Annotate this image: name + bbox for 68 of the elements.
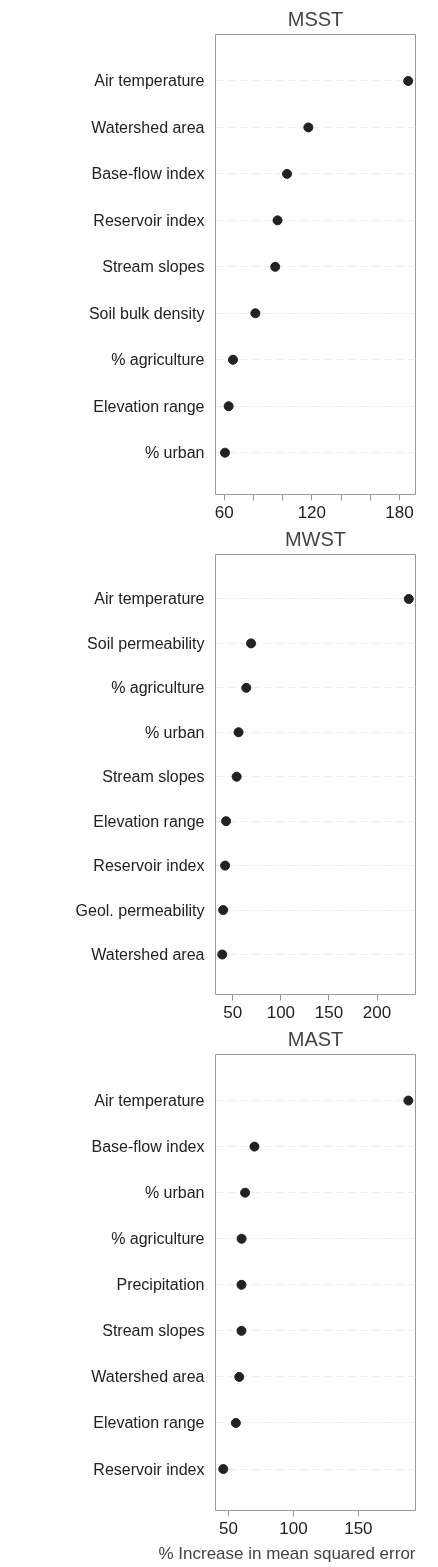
point [228, 354, 239, 365]
y-tick-label: Geol. permeability [75, 901, 205, 919]
point [403, 75, 414, 86]
y-tick-label: Precipitation [116, 1276, 205, 1294]
x-tick-label: 60 [214, 502, 234, 522]
y-tick-label: Watershed area [91, 118, 205, 136]
point [403, 1095, 414, 1106]
point [249, 1141, 260, 1152]
y-tick-label: Watershed area [91, 946, 205, 963]
chart-title: MSST [287, 7, 344, 30]
point [270, 261, 281, 272]
y-tick-label: Elevation range [93, 812, 205, 830]
y-tick-label: % agriculture [111, 1230, 205, 1248]
x-tick-label: 180 [385, 502, 414, 522]
point [220, 860, 231, 871]
y-tick-label: Stream slopes [102, 1322, 205, 1340]
y-tick-label: % urban [144, 723, 205, 741]
point [236, 1325, 247, 1336]
y-tick-label: Reservoir index [93, 1460, 205, 1478]
x-tick-label: 150 [344, 1518, 373, 1538]
x-tick-label: 100 [266, 1002, 296, 1022]
point [282, 168, 293, 179]
point [303, 122, 314, 133]
point [219, 447, 230, 458]
point [231, 771, 242, 782]
x-tick-label: 120 [297, 502, 327, 522]
chart-title: MWST [284, 527, 347, 550]
point [246, 638, 257, 649]
point [230, 1417, 241, 1428]
point [223, 401, 234, 412]
y-tick-label: Air temperature [94, 1092, 205, 1110]
y-tick-label: Stream slopes [102, 768, 205, 786]
y-tick-label: Base-flow index [91, 165, 205, 183]
point [234, 1371, 245, 1382]
point [217, 949, 228, 960]
point [241, 682, 252, 693]
point [403, 593, 414, 604]
point [250, 308, 261, 319]
y-tick-label: Watershed area [91, 1368, 205, 1386]
y-tick-label: Base-flow index [91, 1138, 205, 1156]
x-axis-title: % Increase in mean squared error [158, 1543, 416, 1563]
point [233, 727, 244, 738]
y-tick-label: Stream slopes [102, 258, 205, 276]
y-tick-label: % urban [144, 1184, 205, 1202]
x-tick-label: 150 [314, 1002, 344, 1022]
x-tick-label: 100 [279, 1518, 308, 1538]
point [218, 905, 229, 916]
y-tick-label: Soil bulk density [88, 304, 205, 322]
point [218, 1464, 229, 1475]
y-tick-label: % agriculture [111, 679, 205, 697]
x-tick-label: 50 [219, 1518, 238, 1538]
y-tick-label: % urban [144, 444, 205, 462]
point [272, 215, 283, 226]
x-tick-label: 50 [223, 1002, 243, 1022]
y-tick-label: Soil permeability [87, 634, 205, 652]
point [236, 1233, 247, 1244]
y-tick-label: % agriculture [111, 351, 205, 369]
point [240, 1187, 251, 1198]
y-tick-label: Reservoir index [93, 857, 205, 875]
y-tick-label: Air temperature [94, 590, 205, 608]
chart-title: MAST [287, 1027, 344, 1050]
y-tick-label: Air temperature [94, 72, 205, 90]
y-tick-label: Elevation range [93, 1414, 205, 1432]
point [236, 1279, 247, 1290]
point [221, 816, 232, 827]
y-tick-label: Reservoir index [93, 211, 205, 229]
x-tick-label: 200 [362, 1002, 392, 1022]
y-tick-label: Elevation range [93, 397, 205, 415]
